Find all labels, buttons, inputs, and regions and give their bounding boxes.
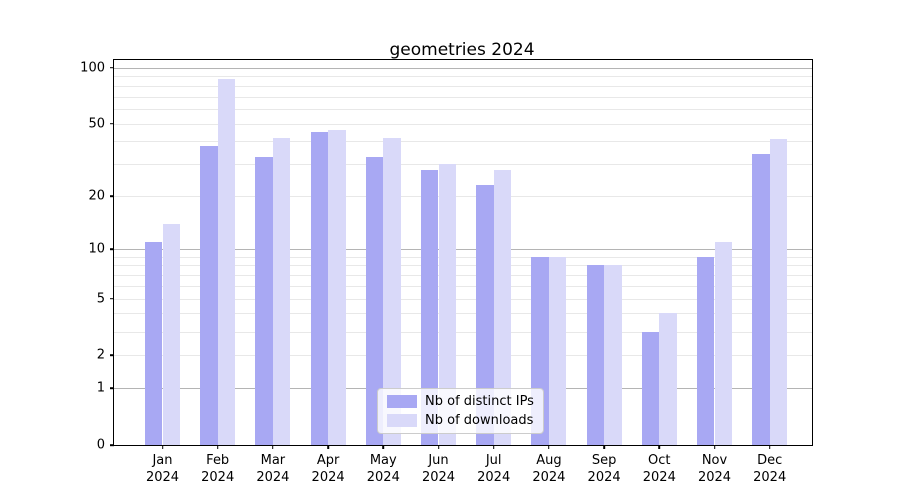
- gridline-minor-6: [114, 285, 812, 287]
- bar-ips-nov: [696, 256, 715, 445]
- legend-swatch-downloads: [387, 414, 417, 427]
- bar-ips-oct: [641, 331, 660, 445]
- y-tick-mark-10: [110, 248, 114, 250]
- y-tick-mark-5: [110, 297, 114, 300]
- x-tick-mark-feb: [216, 445, 219, 449]
- x-tick-mark-apr: [327, 445, 329, 449]
- bar-downloads-nov: [714, 241, 733, 445]
- legend-label-downloads: Nb of downloads: [425, 413, 534, 428]
- y-tick-label-0: 0: [96, 437, 105, 453]
- bar-downloads-dec: [769, 139, 788, 445]
- gridline-minor-70: [114, 96, 812, 98]
- legend-item-distinct-ips: Nb of distinct IPs: [387, 394, 534, 409]
- gridline-minor-4: [114, 313, 812, 315]
- x-tick-mark-jun: [437, 445, 440, 449]
- x-tick-label-sep: Sep 2024: [587, 453, 621, 485]
- x-tick-mark-aug: [548, 445, 550, 449]
- y-tick-label-20: 20: [88, 188, 105, 204]
- x-tick-mark-jul: [492, 445, 495, 449]
- bar-downloads-mar: [272, 137, 291, 445]
- bar-downloads-jun: [438, 164, 457, 445]
- gridline-minor-5: [114, 298, 812, 300]
- gridline-minor-7: [114, 275, 812, 276]
- bar-ips-jul: [476, 185, 494, 445]
- y-tick-mark-20: [110, 195, 114, 197]
- gridline-minor-90: [114, 76, 812, 78]
- x-tick-label-jun: Jun 2024: [421, 453, 456, 485]
- x-tick-label-dec: Dec 2024: [753, 453, 787, 485]
- gridline-minor-2: [114, 355, 812, 357]
- x-tick-mark-oct: [658, 445, 661, 449]
- bar-downloads-apr: [328, 130, 346, 445]
- x-tick-label-may: May 2024: [366, 453, 400, 485]
- x-tick-label-jan: Jan 2024: [145, 453, 180, 485]
- bar-downloads-jul: [493, 169, 512, 445]
- x-tick-label-jul: Jul 2024: [477, 453, 511, 485]
- bar-ips-mar: [255, 156, 273, 445]
- x-tick-mark-may: [382, 445, 385, 449]
- gridline-minor-50: [114, 123, 812, 125]
- x-tick-label-mar: Mar 2024: [256, 453, 290, 485]
- bar-ips-jun: [420, 169, 439, 445]
- legend-label-distinct-ips: Nb of distinct IPs: [425, 394, 534, 409]
- y-tick-mark-50: [110, 122, 114, 125]
- x-tick-mark-sep: [603, 445, 605, 449]
- bar-ips-dec: [752, 154, 770, 445]
- bar-downloads-oct: [659, 313, 677, 445]
- y-tick-mark-1: [110, 387, 114, 390]
- legend-swatch-distinct-ips: [387, 395, 417, 408]
- x-tick-label-apr: Apr 2024: [311, 453, 345, 485]
- chart-title: geometries 2024: [389, 40, 535, 60]
- gridline-minor-9: [114, 256, 812, 258]
- y-tick-label-2: 2: [96, 347, 105, 363]
- bar-downloads-may: [383, 137, 401, 445]
- y-tick-label-100: 100: [80, 60, 105, 76]
- y-tick-label-10: 10: [88, 241, 105, 257]
- gridline-minor-80: [114, 85, 812, 87]
- gridline-minor-3: [114, 331, 812, 333]
- bar-ips-may: [365, 156, 384, 445]
- y-tick-mark-2: [110, 354, 114, 356]
- x-tick-mark-dec: [768, 445, 771, 449]
- y-tick-label-5: 5: [96, 291, 105, 306]
- x-tick-mark-jan: [161, 445, 164, 449]
- y-tick-mark-0: [110, 444, 114, 446]
- legend: Nb of distinct IPs Nb of downloads: [377, 388, 544, 434]
- bar-downloads-jan: [162, 223, 181, 445]
- bar-downloads-aug: [548, 256, 567, 445]
- gridline-minor-30: [114, 164, 812, 166]
- gridline-minor-8: [114, 265, 812, 267]
- y-tick-label-50: 50: [88, 116, 105, 132]
- y-tick-mark-100: [110, 66, 114, 69]
- x-tick-label-oct: Oct 2024: [642, 453, 676, 485]
- y-tick-label-1: 1: [96, 380, 105, 396]
- gridline-minor-60: [114, 108, 812, 110]
- plot-area: 0 1 2 5 10 20 50 100 Jan 2024 Feb 2024 Mar 2024 Apr…: [80, 59, 813, 485]
- bar-ips-apr: [310, 132, 329, 445]
- gridline-minor-40: [114, 141, 812, 143]
- bar-ips-feb: [200, 145, 218, 445]
- x-tick-mark-nov: [713, 445, 716, 449]
- bar-downloads-sep: [604, 265, 622, 445]
- legend-item-downloads: Nb of downloads: [387, 413, 534, 428]
- bar-ips-jan: [144, 241, 163, 445]
- x-tick-label-aug: Aug 2024: [532, 453, 566, 485]
- x-tick-mark-mar: [272, 445, 274, 449]
- gridline-major-10: [114, 249, 812, 250]
- bar-ips-sep: [586, 265, 605, 445]
- x-tick-label-nov: Nov 2024: [697, 453, 732, 485]
- bar-downloads-feb: [217, 79, 236, 445]
- gridline-minor-20: [114, 196, 812, 198]
- x-tick-label-feb: Feb 2024: [201, 453, 235, 485]
- gridline-major-100: [114, 67, 812, 69]
